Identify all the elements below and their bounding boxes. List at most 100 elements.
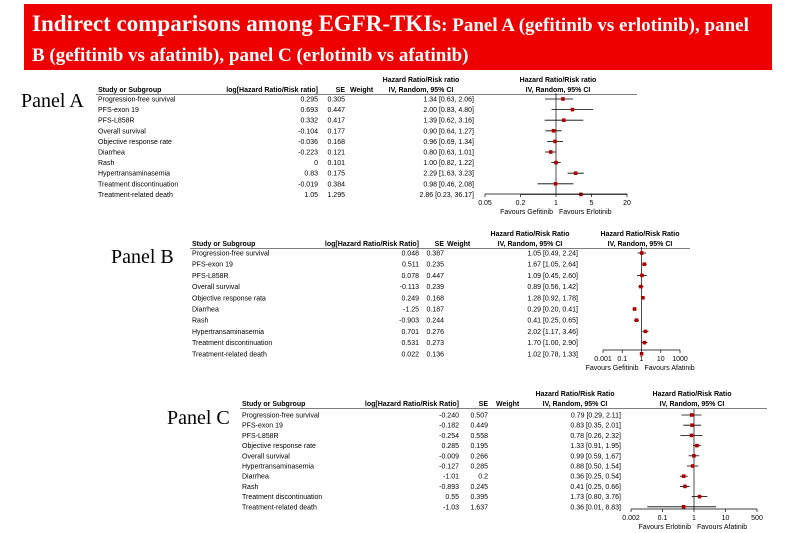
panel-b-label: Panel B [111, 246, 174, 268]
row-se: 0.175 [327, 171, 345, 178]
row-ci-text: 0.98 [0.46, 2.08] [423, 181, 474, 188]
row-ci-text: 2.86 [0.23, 36.17] [420, 192, 475, 199]
point-estimate [639, 352, 644, 356]
row-ci-text: 0.96 [0.69, 1.34] [423, 139, 474, 146]
row-ci-text: 1.39 [0.62, 3.16] [423, 118, 474, 125]
forest-plot-a: Hazard Ratio/Risk ratio Hazard Ratio/Risk… [96, 77, 637, 216]
row-se: 0.387 [426, 251, 444, 258]
point-estimate [553, 139, 557, 144]
row-se: 0.449 [470, 423, 488, 430]
row-se: 0.395 [470, 494, 488, 501]
row-study-name: Objective response rate [98, 139, 172, 146]
col-header-hr-plot: Hazard Ratio/Risk Ratio [653, 391, 732, 398]
x-tick-label: 0.1 [617, 356, 627, 363]
x-tick-label: 20 [623, 200, 631, 207]
row-se: 1.637 [470, 504, 488, 511]
x-tick-label: 0.001 [594, 356, 612, 363]
col-header-weight: Weight [496, 401, 520, 408]
row-study-name: Treatment-related death [192, 351, 267, 358]
point-estimate [579, 192, 583, 197]
point-estimate [548, 150, 553, 154]
row-ci-text: 1.05 [0.49, 2.24] [527, 251, 578, 258]
point-estimate [561, 97, 565, 101]
row-se: 0.384 [327, 181, 345, 188]
row-loghr: -1.03 [443, 504, 459, 511]
row-ci-text: 0.36 [0.01, 8.83] [570, 504, 621, 511]
x-tick-label: 1 [554, 200, 558, 207]
row-loghr: 0.078 [401, 273, 419, 280]
col-header-se: SE [435, 241, 445, 248]
row-se: 0.121 [327, 150, 345, 157]
row-se: 0.558 [470, 433, 488, 440]
row-se: 0.266 [470, 453, 488, 460]
row-ci-text: 0.78 [0.26, 2.32] [570, 433, 621, 440]
row-loghr: 0.531 [401, 340, 419, 347]
row-ci-text: 0.79 [0.29, 2.11] [571, 413, 621, 420]
col-header-hr-plot: Hazard Ratio/Risk ratio [520, 77, 597, 84]
x-tick-label: 5 [590, 200, 594, 207]
row-se: 0.195 [470, 443, 488, 450]
row-study-name: Hypertransaminasemia [192, 329, 264, 336]
row-se: 0.507 [470, 413, 488, 420]
col-header-study: Study or Subgroup [192, 241, 255, 248]
row-ci-text: 2.29 [1.63, 3.23] [423, 171, 474, 178]
point-estimate [697, 494, 702, 499]
point-estimate [640, 273, 644, 278]
row-study-name: Overall survival [98, 128, 146, 135]
point-estimate [553, 182, 558, 186]
title-main: Indirect comparisons among EGFR-TKIs [32, 11, 442, 36]
row-ci-text: 1.34 [0.63, 2.06] [423, 97, 474, 104]
col-header-hr: Hazard Ratio/Risk Ratio [536, 391, 615, 398]
col-header-se: SE [336, 87, 346, 94]
row-loghr: -0.104 [298, 128, 318, 135]
point-estimate [642, 262, 647, 266]
row-ci-text: 1.00 [0.82, 1.22] [423, 160, 474, 167]
col-header-ci: IV, Random, 95% CI [543, 401, 608, 408]
col-header-study: Study or Subgroup [98, 87, 161, 94]
col-header-loghr: log[Hazard Ratio/Risk ratio] [226, 87, 318, 94]
row-study-name: Objective response rate [242, 443, 316, 450]
row-study-name: Rash [98, 160, 114, 167]
x-tick-label: 10 [722, 515, 730, 522]
point-estimate [690, 423, 694, 427]
row-loghr: 0.701 [401, 329, 419, 336]
row-se: 1.295 [327, 192, 345, 199]
point-estimate [642, 340, 647, 345]
favours-right-label: Favours Afatinib [645, 365, 695, 372]
row-loghr: -0.903 [399, 318, 419, 325]
row-study-name: Treatment discontinuation [192, 340, 272, 347]
x-tick-label: 0.05 [478, 200, 492, 207]
row-loghr: 1.05 [304, 192, 318, 199]
row-loghr: 0.295 [300, 97, 318, 104]
row-loghr: -1.25 [403, 307, 419, 314]
col-header-ci: IV, Random, 95% CI [389, 87, 454, 94]
row-loghr: -0.893 [439, 484, 459, 491]
row-study-name: PFS-L858R [242, 433, 279, 440]
row-study-name: PFS-exon 19 [242, 423, 283, 430]
favours-left-label: Favours Gefitinib [500, 209, 553, 216]
forest-plot-c: Hazard Ratio/Risk Ratio Hazard Ratio/Risk… [240, 391, 767, 531]
col-header-weight: Weight [447, 241, 471, 248]
row-se: 0.168 [426, 295, 444, 302]
row-ci-text: 0.41 [0.25, 0.65] [527, 318, 578, 325]
row-loghr: -1.01 [443, 474, 459, 481]
row-se: 0.101 [327, 160, 345, 167]
row-loghr: 0.022 [401, 351, 419, 358]
col-header-se: SE [479, 401, 489, 408]
row-loghr: -0.036 [298, 139, 318, 146]
row-se: 0.447 [426, 273, 444, 280]
title-sub: : Panel A (gefitinib vs erlotinib), pane… [32, 15, 749, 66]
col-header-loghr: log[Hazard Ratio/Risk Ratio] [325, 241, 419, 248]
point-estimate [632, 307, 637, 311]
point-estimate [573, 171, 578, 175]
favours-left-label: Favours Gefitinib [586, 365, 639, 372]
x-tick-label: 0.1 [658, 515, 668, 522]
forest-plot-b: Hazard Ratio/Risk Ratio Hazard Ratio/Risk… [190, 231, 695, 372]
row-loghr: 0.511 [402, 262, 419, 269]
point-estimate [681, 474, 686, 478]
row-study-name: Diarrhea [192, 307, 219, 314]
favours-left-label: Favours Erlotinib [638, 524, 691, 531]
row-study-name: Diarrhea [98, 150, 125, 157]
row-se: 0.2 [478, 474, 488, 481]
x-tick-label: 0.002 [622, 515, 640, 522]
